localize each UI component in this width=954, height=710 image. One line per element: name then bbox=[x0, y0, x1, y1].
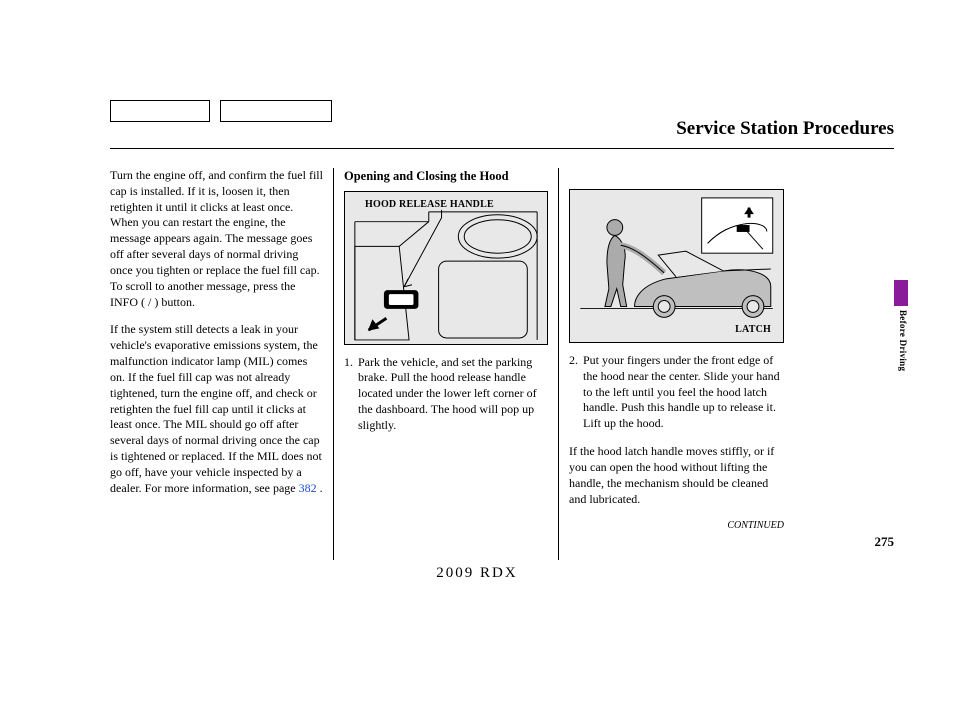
fig1-label: HOOD RELEASE HANDLE bbox=[365, 198, 494, 211]
top-box-1 bbox=[110, 100, 210, 122]
footer-model: 2009 RDX bbox=[0, 565, 954, 582]
step-1: 1. Park the vehicle, and set the parking… bbox=[344, 355, 548, 434]
col1-para2: If the system still detects a leak in yo… bbox=[110, 322, 323, 496]
top-box-2 bbox=[220, 100, 332, 122]
header-rule bbox=[110, 148, 894, 149]
col1-para1: Turn the engine off, and confirm the fue… bbox=[110, 168, 323, 310]
fig1-svg bbox=[345, 192, 547, 344]
col1-para2-post: . bbox=[317, 481, 323, 495]
section-tab bbox=[894, 280, 908, 306]
step2-text: Put your fingers under the front edge of… bbox=[583, 353, 784, 432]
top-placeholder-boxes bbox=[110, 100, 332, 122]
figure-hood-latch: LATCH bbox=[569, 189, 784, 343]
col1-para2-pre: If the system still detects a leak in yo… bbox=[110, 322, 322, 494]
page-ref-link[interactable]: 382 bbox=[299, 481, 317, 495]
page-number: 275 bbox=[875, 534, 895, 550]
col3-para2: If the hood latch handle moves stiffly, … bbox=[569, 444, 784, 507]
fig2-svg bbox=[570, 190, 783, 342]
section-tab-label: Before Driving bbox=[894, 310, 908, 390]
column-2: Opening and Closing the Hood HOOD RELEAS… bbox=[334, 168, 559, 560]
col2-subhead: Opening and Closing the Hood bbox=[344, 168, 548, 185]
fig2-label: LATCH bbox=[735, 323, 771, 336]
step1-number: 1. bbox=[344, 355, 358, 434]
page-title: Service Station Procedures bbox=[676, 118, 894, 140]
column-3: LATCH bbox=[559, 168, 784, 560]
column-1: Turn the engine off, and confirm the fue… bbox=[110, 168, 334, 560]
step-2: 2. Put your fingers under the front edge… bbox=[569, 353, 784, 432]
step1-text: Park the vehicle, and set the parking br… bbox=[358, 355, 548, 434]
col3-spacer bbox=[569, 168, 784, 189]
columns: Turn the engine off, and confirm the fue… bbox=[110, 168, 894, 560]
page: Service Station Procedures Turn the engi… bbox=[0, 0, 954, 710]
continued-label: CONTINUED bbox=[569, 519, 784, 532]
step2-number: 2. bbox=[569, 353, 583, 432]
figure-hood-release: HOOD RELEASE HANDLE bbox=[344, 191, 548, 345]
